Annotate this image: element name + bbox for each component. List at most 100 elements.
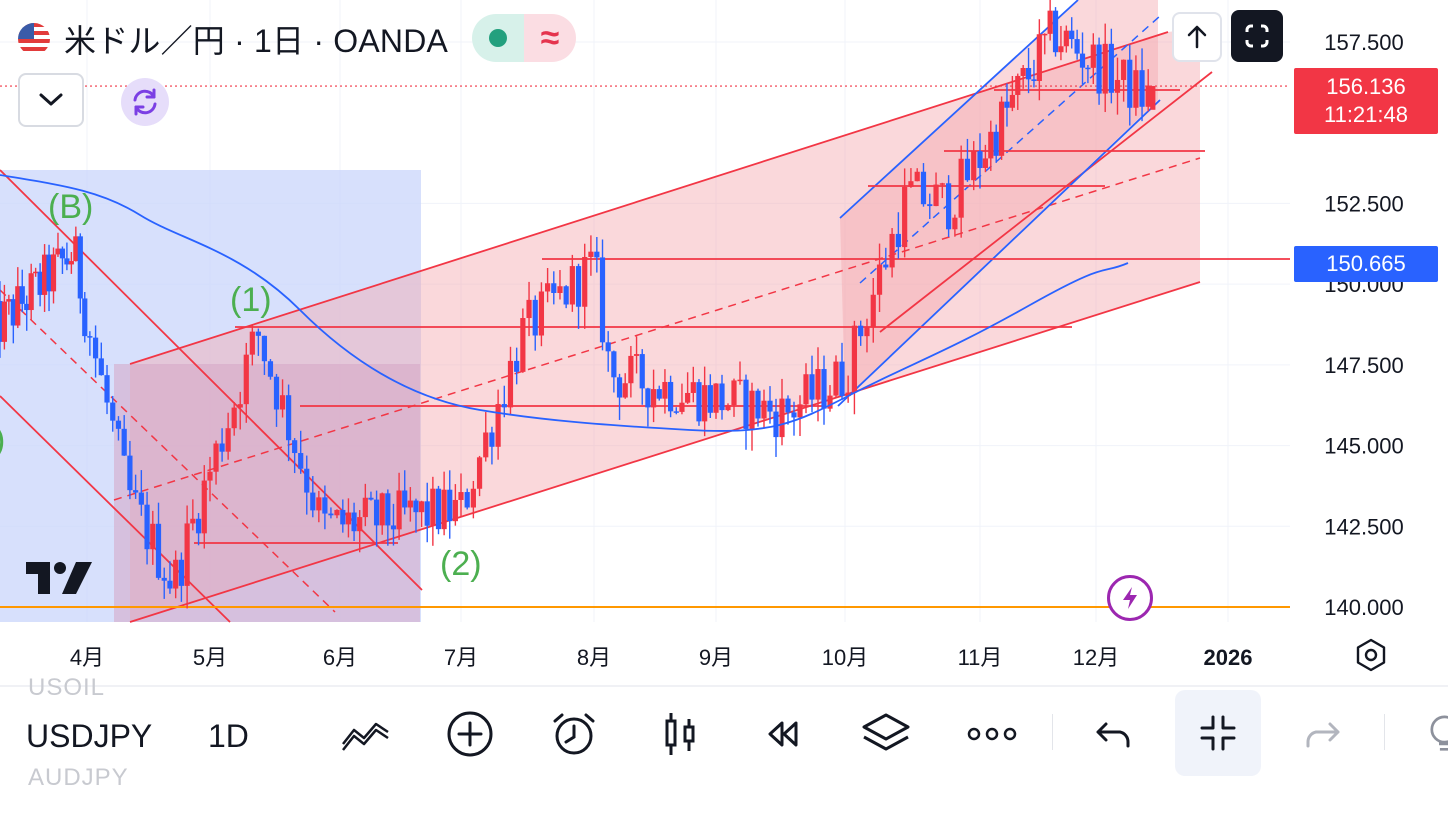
candle-body [982,158,988,168]
candle [201,465,207,549]
candle-body [773,411,779,438]
candle [98,342,104,376]
candle [964,138,971,182]
candle [821,355,827,425]
candle [616,373,623,420]
candle-body [599,257,606,343]
candle-body [977,151,983,168]
candle [286,384,292,462]
market-status-pill[interactable]: ≈ [472,14,576,62]
replay-button[interactable] [757,708,809,760]
candle [1063,25,1069,53]
candle [563,285,569,309]
candle-body [173,559,179,589]
price-axis-label: 145.000 [1324,434,1404,459]
candle-body [946,183,952,230]
redo-button[interactable] [1296,708,1348,760]
settings-icon[interactable] [1352,636,1390,674]
candle-body [10,299,16,326]
candle-body [322,497,328,514]
candle [447,470,453,539]
candle-body [1063,30,1069,47]
candle-body [357,517,363,532]
symbol-scroll-prev[interactable]: USOIL [28,674,106,701]
collapse-button[interactable] [1175,690,1261,776]
candle [340,499,346,533]
price-chart[interactable]: (B)(1)(2))157.500152.500150.000147.50014… [0,0,1448,690]
candle-body [713,383,719,413]
candle [144,491,150,565]
redo-icon [1306,722,1340,748]
candle [569,254,575,312]
candle [767,386,773,424]
candle [1085,65,1091,84]
price-axis-label: 157.500 [1324,30,1404,55]
add-button[interactable] [444,708,496,760]
candle [207,456,213,502]
candle [150,510,156,565]
fullscreen-button[interactable] [1231,10,1283,62]
candle [59,246,66,274]
replay-icon [768,721,798,747]
ideas-button[interactable] [1412,708,1448,760]
candle [273,373,280,427]
interval-selector[interactable]: 1D [208,718,249,754]
candle [68,252,74,274]
candle [73,226,79,262]
candle-body [441,489,447,530]
layers-button[interactable] [860,708,912,760]
symbol-scroll-next[interactable]: AUDJPY [28,764,129,791]
candle-body [261,335,268,362]
candle [927,193,933,219]
candle-body [1031,79,1037,81]
candle [298,430,304,474]
sync-button[interactable] [121,78,169,126]
symbol-selector[interactable]: USDJPY [26,718,153,754]
toolbar-divider [1384,714,1385,750]
scroll-to-latest-button[interactable] [1172,12,1222,62]
time-axis-label: 5月 [193,645,227,670]
candle-body [1150,86,1156,110]
candle-body [532,299,538,336]
trend-tools-button[interactable] [340,708,392,760]
candle-body [588,251,594,257]
wave-label: (1) [230,281,272,319]
candle-body [476,457,483,489]
more-button[interactable] [966,708,1018,760]
candle [707,374,713,419]
candle [279,379,286,418]
candle [495,389,501,460]
candle-body [298,453,304,469]
candle-body [46,254,52,292]
candle [6,294,12,315]
candle-body [685,392,691,403]
candle [785,395,791,425]
candle [19,269,25,313]
candle [719,374,725,420]
undo-button[interactable] [1088,708,1140,760]
chart-title[interactable]: 米ドル／円 · 1日 · OANDA [64,23,449,59]
candle-body [737,379,743,382]
candle-body [73,236,79,262]
candle [33,267,39,277]
candle [702,366,708,437]
chart-type-button[interactable] [654,708,706,760]
candle [231,402,237,436]
candle-body [1069,30,1075,40]
alert-button[interactable] [548,708,600,760]
candle [883,247,889,270]
candle-body [803,374,809,405]
candle-body [424,501,430,526]
candle-body [650,389,657,408]
candle [161,567,167,599]
toolbar-divider [1052,714,1053,750]
lightning-button[interactable] [1107,575,1153,621]
tradingview-logo[interactable] [24,560,94,596]
legend-toggle-button[interactable] [18,73,84,127]
candle-body [902,186,908,248]
candle-body [195,518,202,534]
candle-body [82,298,88,337]
candle-body [379,493,385,526]
candle [195,513,202,546]
add-icon [447,711,493,757]
